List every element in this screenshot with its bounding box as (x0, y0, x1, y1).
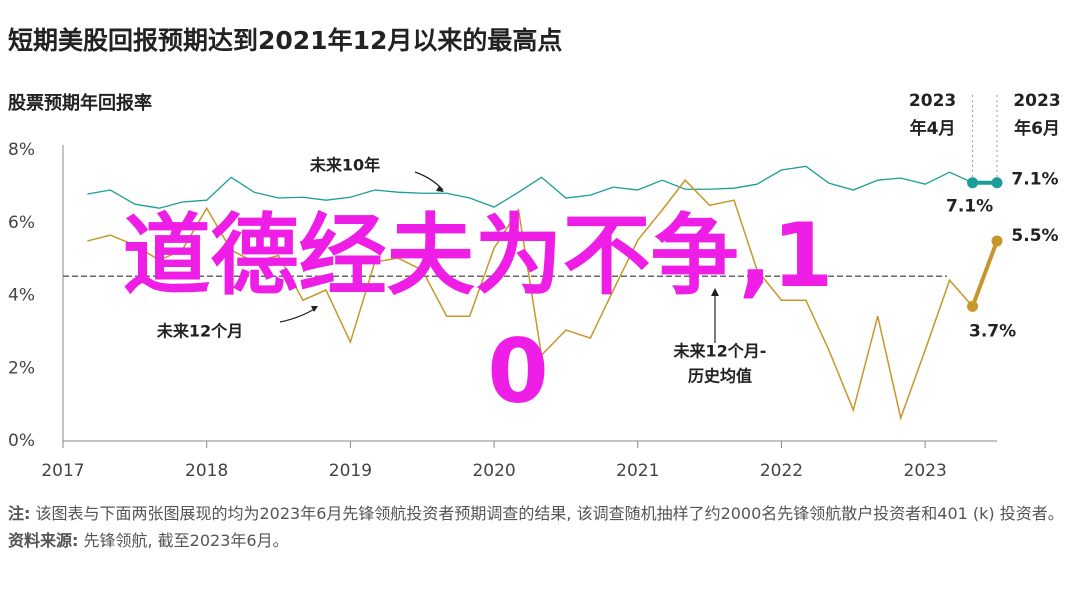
chart: 短期美股回报预期达到2021年12月以来的最高点 股票预期年回报率 0% 2% 4%… (7, 26, 1061, 481)
note-label: 注: (8, 504, 31, 523)
watermark: 道德经夫为不争,1 (123, 204, 834, 307)
chart-title: 短期美股回报预期达到2021年12月以来的最高点 (8, 26, 562, 55)
period-label: 年4月 (910, 118, 956, 139)
x-tick-label: 2017 (41, 461, 84, 481)
point (967, 300, 979, 312)
note-text: 该图表与下面两张图展现的均为2023年6月先锋领航投资者预期调查的结果, 该调查… (35, 504, 1064, 523)
value-label: 7.1% (1011, 170, 1058, 190)
x-tick-label: 2022 (760, 461, 803, 481)
period-label: 年6月 (1014, 118, 1060, 139)
arrow (414, 171, 444, 191)
series-label: 未来12个月 (156, 322, 243, 341)
line-series (87, 179, 998, 421)
note: 注: 该图表与下面两张图展现的均为2023年6月先锋领航投资者预期调查的结果, … (8, 500, 1072, 527)
value-label: 5.5% (1011, 226, 1058, 246)
source-text: 先锋领航, 截至2023年6月。 (83, 531, 289, 550)
highlight-segment (970, 240, 999, 308)
value-label: 3.7% (969, 321, 1016, 341)
value-label: 7.1% (946, 197, 993, 217)
y-tick-label: 0% (8, 431, 35, 451)
period-label: 2023 (1013, 91, 1060, 111)
point (991, 177, 1003, 189)
arrow-head (311, 306, 318, 312)
x-tick-label: 2019 (329, 461, 372, 481)
watermark: 0 (487, 320, 548, 423)
source: 资料来源: 先锋领航, 截至2023年6月。 (8, 527, 1072, 554)
x-tick-label: 2018 (185, 461, 228, 481)
period-label: 2023 (909, 91, 956, 111)
reference-label: 未来12个月- (673, 342, 767, 361)
series-label: 未来10年 (309, 156, 380, 175)
footnotes: 注: 该图表与下面两张图展现的均为2023年6月先锋领航投资者预期调查的结果, … (8, 500, 1072, 554)
x-tick-label: 2020 (472, 461, 515, 481)
source-label: 资料来源: (8, 531, 79, 550)
y-tick-label: 4% (8, 286, 35, 306)
chart-subtitle: 股票预期年回报率 (7, 92, 152, 114)
y-tick-label: 8% (8, 140, 35, 160)
point (967, 177, 979, 189)
y-tick-label: 2% (8, 358, 35, 378)
arrow-head (436, 186, 444, 192)
reference-label: 历史均值 (688, 367, 752, 386)
arrow-head (711, 288, 719, 296)
x-tick-label: 2023 (904, 461, 947, 481)
point (991, 235, 1003, 247)
line-series (87, 165, 997, 209)
y-tick-label: 6% (8, 213, 35, 233)
arrow (279, 307, 317, 323)
x-tick-label: 2021 (616, 461, 659, 481)
